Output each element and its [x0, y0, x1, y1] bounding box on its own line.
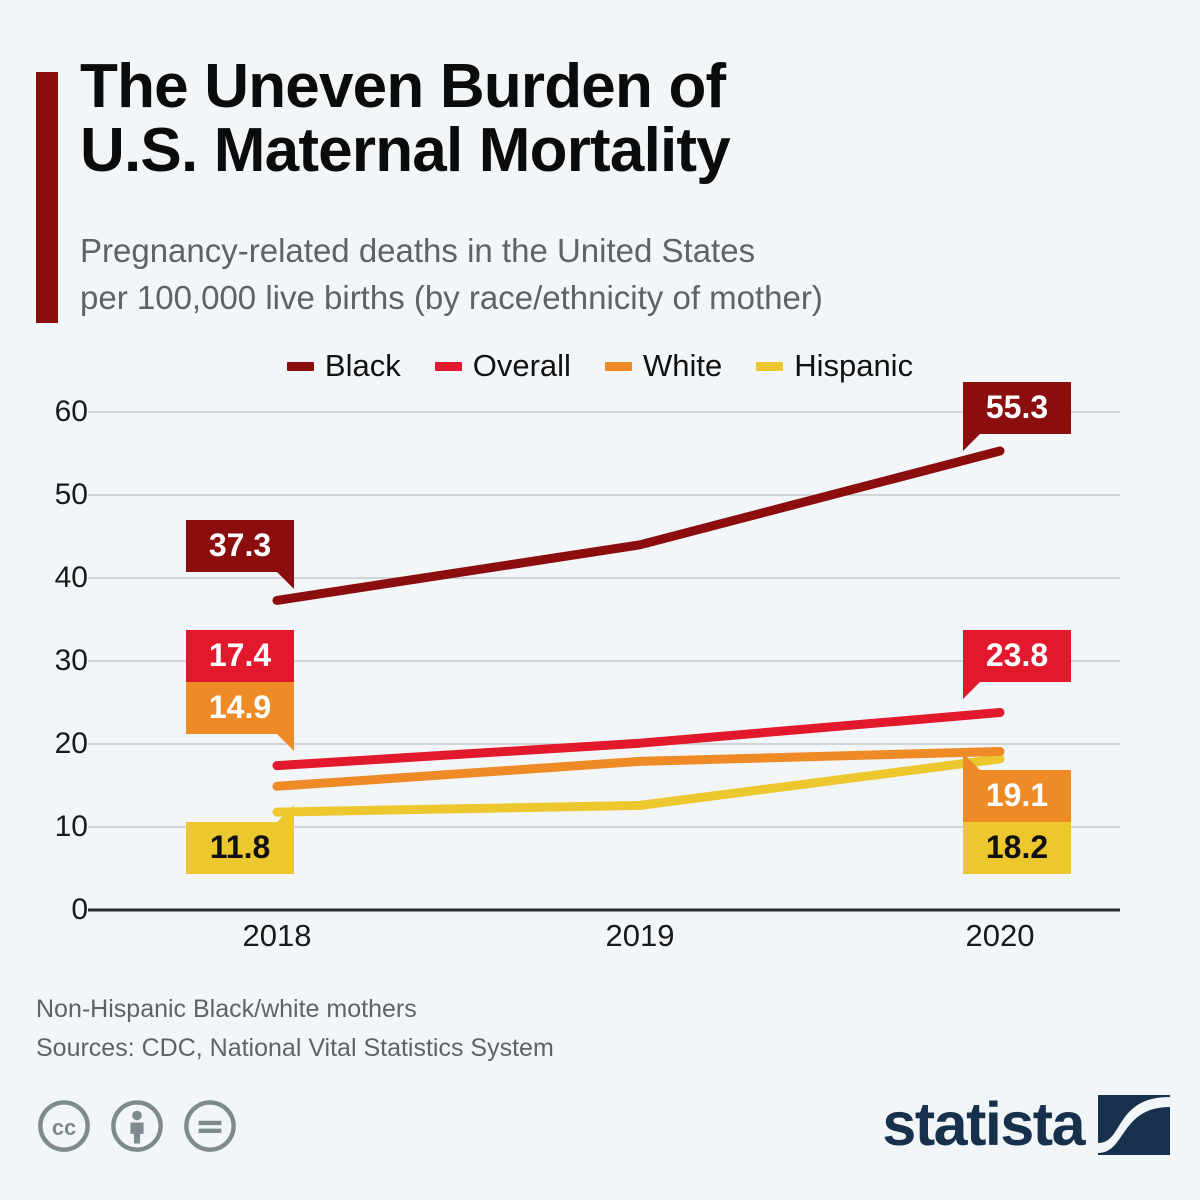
legend-item-label: Black — [324, 348, 401, 383]
legend-swatch-icon — [434, 361, 462, 371]
data-label-overall-2018: 17.4 — [186, 630, 294, 682]
y-axis-tick-40: 40 — [54, 561, 88, 594]
svg-text:cc: cc — [52, 1115, 76, 1140]
x-axis-tick-2020: 2020 — [965, 918, 1035, 953]
legend-item-label: White — [642, 348, 723, 383]
data-label-black-2018: 37.3 — [186, 520, 294, 589]
statista-logo: statista — [882, 1094, 1170, 1155]
header: The Uneven Burden of U.S. Maternal Morta… — [0, 0, 1200, 340]
legend-item-label: Overall — [472, 348, 571, 383]
data-label-hispanic-2018: 11.8 — [186, 805, 294, 874]
page-title: The Uneven Burden of U.S. Maternal Morta… — [80, 52, 731, 186]
legend-item-hispanic[interactable]: Hispanic — [756, 348, 913, 384]
y-axis-tick-0: 0 — [71, 893, 88, 926]
y-axis-tick-30: 30 — [54, 644, 88, 677]
statista-wordmark: statista — [882, 1090, 1085, 1158]
y-axis-tick-60: 60 — [54, 395, 88, 428]
legend-item-label: Hispanic — [794, 348, 914, 383]
x-axis-tick-2019: 2019 — [605, 918, 675, 953]
y-axis-tick-labels: 0 10 20 30 40 50 60 — [18, 390, 88, 930]
legend-swatch-icon — [604, 361, 632, 371]
chart-plot-area: 0 10 20 30 40 50 60 37.3 55.3 17.4 14.9 23.8 19.1 18… — [0, 382, 1200, 930]
legend-item-black[interactable]: Black — [286, 348, 401, 384]
y-axis-tick-20: 20 — [54, 727, 88, 760]
page-subtitle: Pregnancy-related deaths in the United S… — [80, 232, 823, 316]
data-label-black-2020: 55.3 — [963, 382, 1071, 451]
x-axis-tick-labels: 2018 2019 2020 — [0, 918, 1200, 968]
series-line-overall — [272, 708, 1005, 771]
legend-item-white[interactable]: White — [604, 348, 723, 384]
callout-tail — [277, 805, 294, 822]
cc-by-person-icon[interactable] — [109, 1098, 165, 1154]
callout-tail — [277, 572, 294, 589]
series-line-white — [272, 747, 1005, 791]
legend-swatch-icon — [286, 361, 314, 371]
data-label-overall-2020: 23.8 — [963, 630, 1071, 699]
creative-commons-badges: cc — [36, 1098, 238, 1154]
callout-tail — [963, 682, 980, 699]
series-line-hispanic — [272, 754, 1005, 817]
callout-tail — [277, 734, 294, 751]
data-label-white-2018: 14.9 — [186, 682, 294, 751]
series-line-black — [272, 446, 1005, 605]
x-axis-tick-2018: 2018 — [242, 918, 312, 953]
data-label-white-2020: 19.1 — [963, 753, 1071, 822]
cc-icon[interactable]: cc — [36, 1098, 92, 1154]
chart-legend: Black Overall White Hispanic — [0, 348, 1200, 384]
y-axis-tick-10: 10 — [54, 810, 88, 843]
statista-mark-icon — [1098, 1094, 1170, 1155]
callout-tail — [963, 434, 980, 451]
data-label-hispanic-2020: 18.2 — [963, 822, 1071, 874]
legend-swatch-icon — [756, 361, 784, 371]
legend-item-overall[interactable]: Overall — [434, 348, 571, 384]
title-accent-bar — [36, 72, 58, 323]
callout-tail — [963, 753, 980, 770]
y-axis-tick-50: 50 — [54, 478, 88, 511]
source-notes: Non-Hispanic Black/white mothers Sources… — [36, 995, 554, 1062]
cc-nd-equals-icon[interactable] — [182, 1098, 238, 1154]
